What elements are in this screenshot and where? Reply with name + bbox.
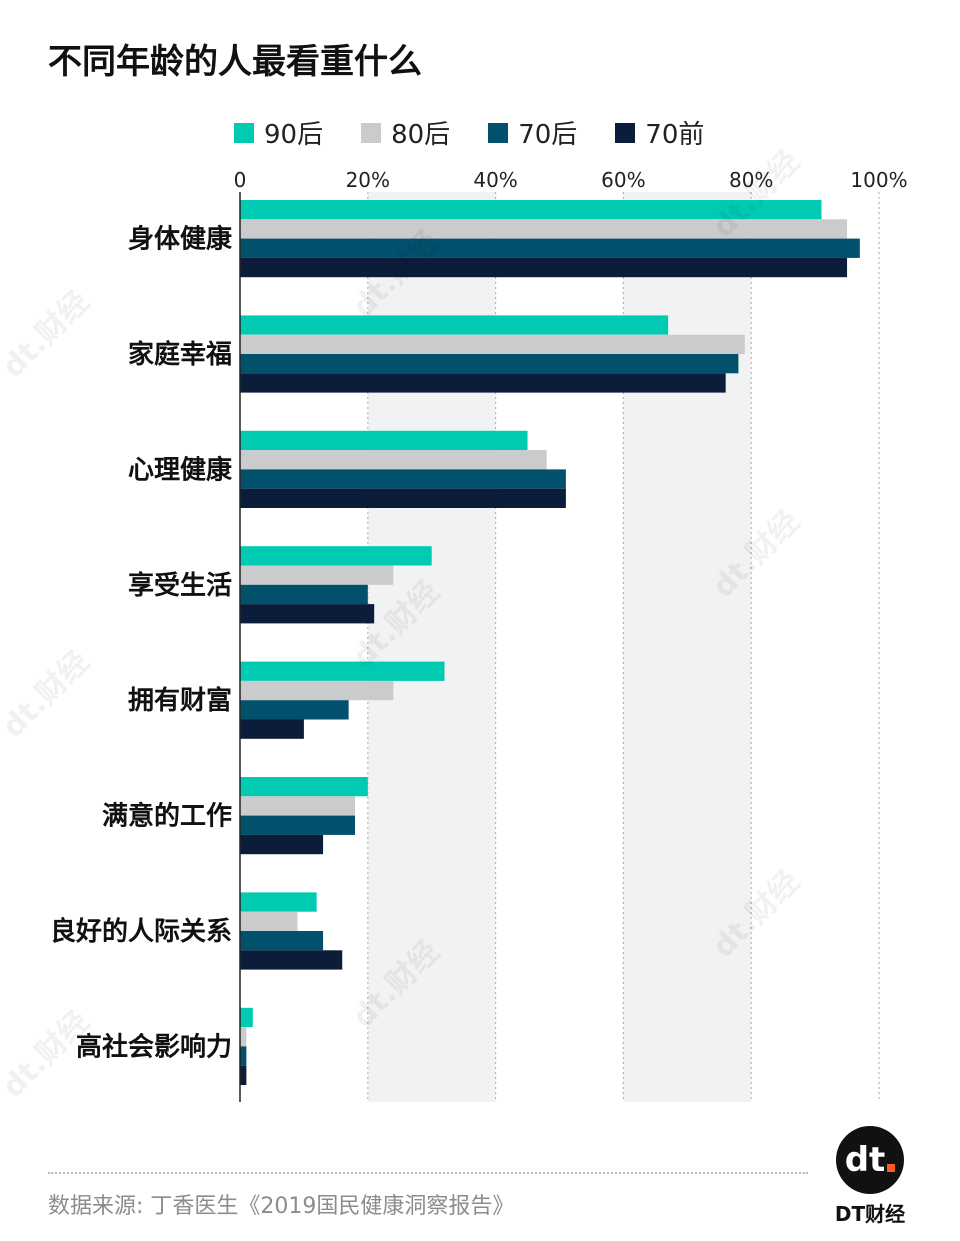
legend-item-70q: 70前 <box>615 114 704 151</box>
bar <box>240 488 566 508</box>
bar <box>240 815 356 835</box>
legend-swatch-70q <box>615 122 636 143</box>
category-label: 心理健康 <box>128 454 233 485</box>
legend: 90后 80后 70后 70前 <box>234 114 742 151</box>
legend-swatch-80 <box>361 122 382 143</box>
bar <box>240 950 343 970</box>
legend-label-80: 80后 <box>391 120 451 150</box>
category-label: 良好的人际关系 <box>50 916 232 947</box>
bar <box>240 604 375 624</box>
bar <box>240 719 304 739</box>
legend-swatch-70 <box>488 122 509 143</box>
brand-logo-text: dt <box>844 1140 886 1180</box>
category-label: 拥有财富 <box>128 685 232 716</box>
bar <box>240 334 745 354</box>
brand-name: DT财经 <box>834 1202 906 1226</box>
bar <box>240 1007 253 1028</box>
bar <box>240 661 445 681</box>
bar <box>240 200 822 220</box>
bar <box>240 219 848 239</box>
legend-label-70: 70后 <box>518 120 578 150</box>
bar <box>240 1065 247 1085</box>
footer-divider <box>48 1172 808 1174</box>
bar <box>240 238 860 258</box>
x-tick-label: 60% <box>601 168 645 192</box>
bar <box>240 931 324 951</box>
x-tick-label: 40% <box>473 168 517 192</box>
bar <box>240 1046 247 1066</box>
x-tick-label: 20% <box>346 168 390 192</box>
bar <box>240 911 298 931</box>
legend-item-80: 80后 <box>361 114 450 151</box>
bar <box>240 546 432 566</box>
bar <box>240 430 528 451</box>
category-label: 高社会影响力 <box>76 1031 232 1062</box>
bar <box>240 700 349 720</box>
bar-chart: 0 20% 40% 60% 80% 100% 身体健康家庭幸福心理健康享受生活拥有财富满意的… <box>50 168 908 1102</box>
legend-swatch-90 <box>234 122 254 143</box>
x-tick-label: 80% <box>729 168 773 192</box>
bar <box>240 834 324 855</box>
legend-label-90: 90后 <box>264 120 324 150</box>
brand-logo-dot <box>887 1164 896 1172</box>
bar <box>240 315 669 335</box>
legend-item-90: 90后 <box>234 114 323 151</box>
bar <box>240 469 566 489</box>
bar <box>240 354 739 374</box>
category-label: 身体健康 <box>128 224 233 255</box>
bar <box>240 680 394 701</box>
legend-label-70q: 70前 <box>645 120 705 150</box>
brand-logo: dt <box>836 1126 904 1194</box>
chart-title: 不同年龄的人最看重什么 <box>48 42 422 82</box>
bar <box>240 584 368 605</box>
category-label: 享受生活 <box>128 570 232 601</box>
bar <box>240 450 547 470</box>
legend-item-70: 70后 <box>488 114 577 151</box>
x-tick-label: 0 <box>234 168 247 192</box>
source-note: 数据来源: 丁香医生《2019国民健康洞察报告》 <box>48 1194 515 1219</box>
category-label: 家庭幸福 <box>128 339 232 370</box>
bar <box>240 373 726 393</box>
x-tick-label: 100% <box>850 168 907 192</box>
bar <box>240 565 394 585</box>
bar <box>240 796 356 816</box>
bar <box>240 1027 247 1047</box>
category-label: 满意的工作 <box>102 801 232 832</box>
bar <box>240 777 368 797</box>
bar <box>240 257 848 278</box>
bar <box>240 892 317 912</box>
